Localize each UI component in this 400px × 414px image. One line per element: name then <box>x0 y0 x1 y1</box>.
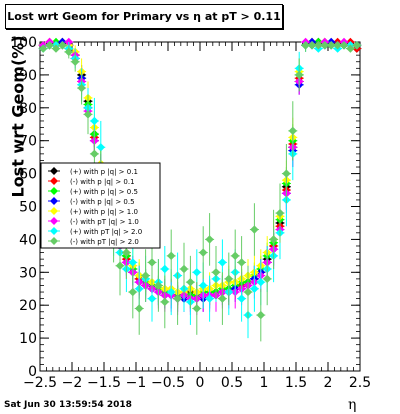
data-point <box>122 248 131 257</box>
y-tick-label: 80 <box>19 101 37 117</box>
data-point <box>147 294 157 303</box>
data-point <box>45 41 54 50</box>
data-point <box>352 41 361 50</box>
data-point <box>218 294 227 303</box>
y-tick-label: 0 <box>28 364 37 380</box>
data-point <box>256 310 265 320</box>
data-point <box>199 248 208 257</box>
data-point <box>147 258 157 267</box>
data-point <box>224 274 233 284</box>
data-point <box>154 281 163 290</box>
x-tick-label: −1 <box>126 375 147 391</box>
data-point <box>327 41 336 50</box>
y-tick-label: 60 <box>19 167 37 183</box>
data-point <box>179 264 189 274</box>
y-tick-label: 50 <box>19 200 37 216</box>
legend-label: (-) with pT |q| > 2.0 <box>70 238 139 246</box>
legend-label: (+) with p |q| > 0.1 <box>70 168 138 176</box>
data-point <box>250 225 259 234</box>
legend-label: (-) with p |q| > 0.5 <box>70 198 135 206</box>
data-point <box>275 208 285 218</box>
timestamp: Sat Jun 30 13:59:54 2018 <box>4 400 132 410</box>
x-tick-label: −0.5 <box>151 375 185 391</box>
data-point <box>205 235 214 244</box>
y-tick-label: 30 <box>19 265 37 281</box>
data-point <box>167 287 176 297</box>
x-tick-label: 1 <box>260 375 269 391</box>
y-tick-label: 100 <box>10 35 37 51</box>
data-point <box>128 258 137 267</box>
data-point <box>173 294 182 303</box>
y-tick-label: 10 <box>19 331 37 347</box>
data-point <box>58 41 67 50</box>
data-point <box>128 287 137 297</box>
data-point <box>90 149 99 159</box>
data-point <box>256 277 265 287</box>
legend-label: (-) with pT |q| > 1.0 <box>70 218 139 226</box>
legend-label: (-) with p |q| > 0.1 <box>70 178 135 186</box>
data-point <box>263 274 272 284</box>
data-point <box>77 83 86 93</box>
x-tick-label: 1.5 <box>285 375 307 391</box>
data-point <box>51 44 61 53</box>
data-point <box>192 304 201 313</box>
data-point <box>346 44 355 53</box>
data-point <box>243 287 253 297</box>
data-point <box>71 57 80 66</box>
data-point <box>199 281 208 290</box>
x-tick-label: 0 <box>196 375 205 391</box>
data-point <box>160 297 169 307</box>
legend-label: (+) with p |q| > 0.5 <box>70 188 138 196</box>
chart-title-box: Lost wrt Geom for Primary vs η at pT > 0… <box>5 4 283 29</box>
data-point <box>192 268 201 277</box>
data-point <box>250 284 259 293</box>
data-point <box>39 44 48 53</box>
y-tick-label: 40 <box>19 232 37 248</box>
x-tick-label: 0.5 <box>221 375 243 391</box>
data-point <box>96 143 105 152</box>
data-point <box>314 41 323 50</box>
data-point <box>288 126 297 136</box>
data-point <box>339 41 349 50</box>
data-point <box>83 110 93 119</box>
data-point <box>115 261 125 270</box>
data-point <box>269 235 278 244</box>
data-point <box>231 251 240 261</box>
data-point <box>211 268 221 277</box>
legend-label: (+) with pT |q| > 2.0 <box>70 228 142 236</box>
legend-box <box>40 162 161 249</box>
data-point <box>160 264 169 274</box>
data-point <box>205 294 214 303</box>
data-point <box>218 258 227 267</box>
chart-title: Lost wrt Geom for Primary vs η at pT > 0… <box>7 10 281 23</box>
data-point <box>333 41 342 50</box>
data-point <box>307 41 317 50</box>
x-axis-label: η <box>348 397 357 413</box>
x-tick-label: −2 <box>62 375 83 391</box>
data-point <box>301 41 310 50</box>
data-point <box>295 70 304 80</box>
data-point <box>167 251 176 261</box>
y-axis-label: Lost wrt Geom(%) <box>8 35 28 198</box>
data-point <box>141 271 150 280</box>
data-point <box>320 41 329 50</box>
y-tick-label: 70 <box>19 134 37 150</box>
x-tick-label: 2 <box>324 375 333 391</box>
data-point <box>90 116 99 126</box>
legend-label: (+) with p |q| > 1.0 <box>70 208 138 216</box>
x-tick-label: 2.5 <box>349 375 371 391</box>
y-tick-label: 90 <box>19 68 37 84</box>
data-point <box>237 258 246 267</box>
data-point <box>64 47 73 57</box>
x-tick-label: −2.5 <box>23 375 57 391</box>
data-point <box>282 169 291 178</box>
data-point <box>237 294 246 303</box>
data-point <box>135 304 144 313</box>
x-tick-label: −1.5 <box>87 375 121 391</box>
y-tick-label: 20 <box>19 298 37 314</box>
data-point <box>186 277 195 287</box>
